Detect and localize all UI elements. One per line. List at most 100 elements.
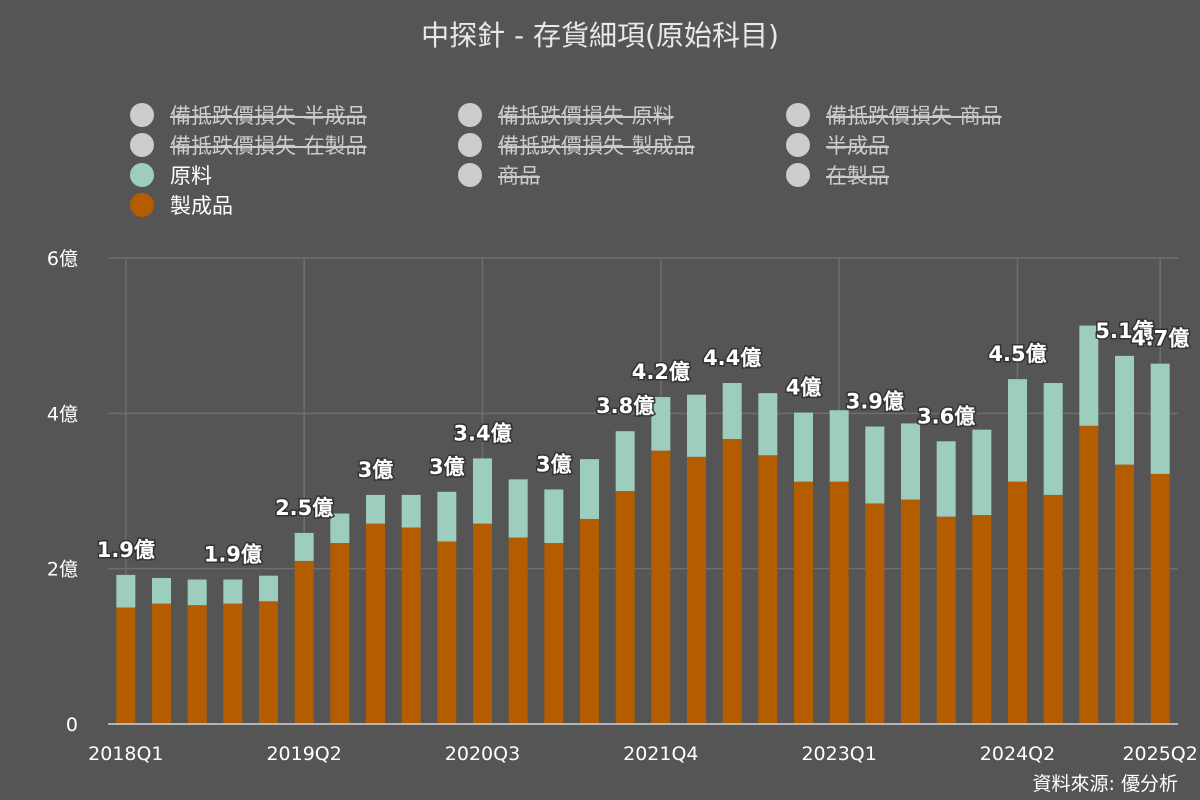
legend-label: 製成品	[170, 194, 233, 218]
legend-item-5[interactable]: 半成品	[786, 132, 1114, 158]
bar-segment	[829, 410, 849, 482]
legend-item-9[interactable]: 製成品	[130, 192, 458, 218]
bar-segment	[473, 523, 492, 724]
legend-marker-icon	[130, 133, 154, 157]
legend-label: 備抵跌價損失-原料	[498, 104, 674, 128]
legend-marker-icon	[458, 103, 482, 127]
bar-segment	[651, 397, 671, 451]
bar-segment	[936, 516, 956, 724]
bar-segment	[152, 577, 171, 604]
chart-title: 中探針 - 存貨細項(原始科目)	[421, 19, 779, 52]
bar-segment	[1043, 494, 1063, 724]
legend-item-2[interactable]: 備抵跌價損失-商品	[786, 102, 1114, 128]
bar-segment	[366, 494, 385, 524]
legend-marker-icon	[130, 193, 154, 217]
bar-segment	[223, 579, 243, 604]
bar-segment	[758, 393, 778, 456]
bar-total-label: 1.9億	[204, 543, 262, 567]
bar-segment	[580, 459, 599, 519]
bar-total-label: 4.2億	[632, 360, 690, 384]
bar-segment	[901, 499, 920, 724]
bar-segment	[687, 394, 706, 457]
legend-marker-icon	[786, 103, 810, 127]
legend-label: 備抵跌價損失-半成品	[170, 104, 367, 128]
bar-segment	[437, 491, 457, 542]
bar-segment	[901, 423, 920, 500]
x-tick-label: 2023Q1	[801, 743, 876, 765]
bar-segment	[259, 601, 278, 724]
x-tick-label: 2020Q3	[445, 743, 520, 765]
bar-segment	[722, 383, 742, 439]
bar-segment	[437, 541, 457, 724]
legend-item-8[interactable]: 在製品	[786, 162, 1114, 188]
legend-item-4[interactable]: 備抵跌價損失-製成品	[458, 132, 786, 158]
bar-segment	[1008, 481, 1027, 724]
legend-marker-icon	[786, 133, 810, 157]
legend-marker-icon	[130, 103, 154, 127]
legend-item-7[interactable]: 商品	[458, 162, 786, 188]
x-tick-label: 2021Q4	[623, 743, 698, 765]
legend-label: 商品	[498, 164, 540, 188]
bar-segment	[187, 579, 207, 606]
bar-segment	[865, 503, 885, 724]
bar-segment	[116, 607, 136, 724]
legend-item-0[interactable]: 備抵跌價損失-半成品	[130, 102, 458, 128]
legend-marker-icon	[458, 163, 482, 187]
bar-segment	[758, 455, 778, 724]
legend-item-3[interactable]: 備抵跌價損失-在製品	[130, 132, 458, 158]
bar-segment	[401, 527, 421, 724]
bar-total-label: 2.5億	[275, 496, 333, 520]
bar-total-label: 3億	[429, 455, 465, 479]
legend-label: 備抵跌價損失-製成品	[498, 134, 695, 158]
y-tick-label: 6億	[47, 248, 78, 270]
bar-segment	[794, 412, 813, 482]
bar-segment	[508, 537, 528, 724]
bar-segment	[294, 560, 314, 724]
bar-segment	[330, 513, 350, 544]
legend-label: 半成品	[826, 134, 889, 158]
legend-label: 備抵跌價損失-商品	[826, 104, 1002, 128]
legend-label: 備抵跌價損失-在製品	[170, 134, 367, 158]
bar-total-label: 3.6億	[917, 404, 975, 428]
bar-segment	[1115, 355, 1134, 465]
y-tick-label: 4億	[47, 403, 78, 425]
legend-item-6[interactable]: 原料	[130, 162, 458, 188]
bar-total-label: 3億	[536, 452, 572, 476]
y-tick-label: 2億	[47, 559, 78, 581]
bar-segment	[829, 481, 849, 724]
bar-total-label: 3億	[358, 458, 394, 482]
x-tick-label: 2024Q2	[980, 743, 1055, 765]
bar-segment	[366, 523, 385, 724]
bar-segment	[544, 489, 564, 544]
bar-segment	[615, 491, 635, 724]
bar-total-label: 4億	[786, 376, 822, 400]
bar-total-label: 1.9億	[97, 538, 155, 562]
bar-segment	[187, 605, 207, 724]
bar-segment	[615, 431, 635, 491]
legend-marker-icon	[458, 133, 482, 157]
chart-legend: 備抵跌價損失-半成品 備抵跌價損失-原料 備抵跌價損失-商品備抵跌價損失-在製品 備抵…	[130, 102, 1130, 218]
bar-total-label: 3.9億	[846, 390, 904, 414]
bar-segment	[508, 479, 528, 538]
data-source-note: 資料來源: 優分析	[1032, 773, 1178, 795]
bar-segment	[1150, 473, 1170, 724]
legend-item-1[interactable]: 備抵跌價損失-原料	[458, 102, 786, 128]
bar-segment	[794, 481, 813, 724]
bar-segment	[152, 603, 171, 724]
bar-segment	[936, 441, 956, 517]
legend-label: 原料	[170, 164, 212, 188]
bar-segment	[294, 532, 314, 561]
bar-segment	[259, 575, 278, 602]
bar-total-label: 5.1億	[1095, 319, 1153, 343]
bar-segment	[722, 438, 742, 724]
bar-segment	[223, 603, 243, 724]
bar-segment	[687, 456, 706, 724]
legend-marker-icon	[786, 163, 810, 187]
y-tick-label: 0	[66, 714, 78, 736]
legend-marker-icon	[130, 163, 154, 187]
bar-segment	[972, 429, 992, 516]
bar-segment	[1079, 325, 1099, 426]
bar-segment	[401, 494, 421, 528]
x-tick-label: 2018Q1	[88, 743, 163, 765]
